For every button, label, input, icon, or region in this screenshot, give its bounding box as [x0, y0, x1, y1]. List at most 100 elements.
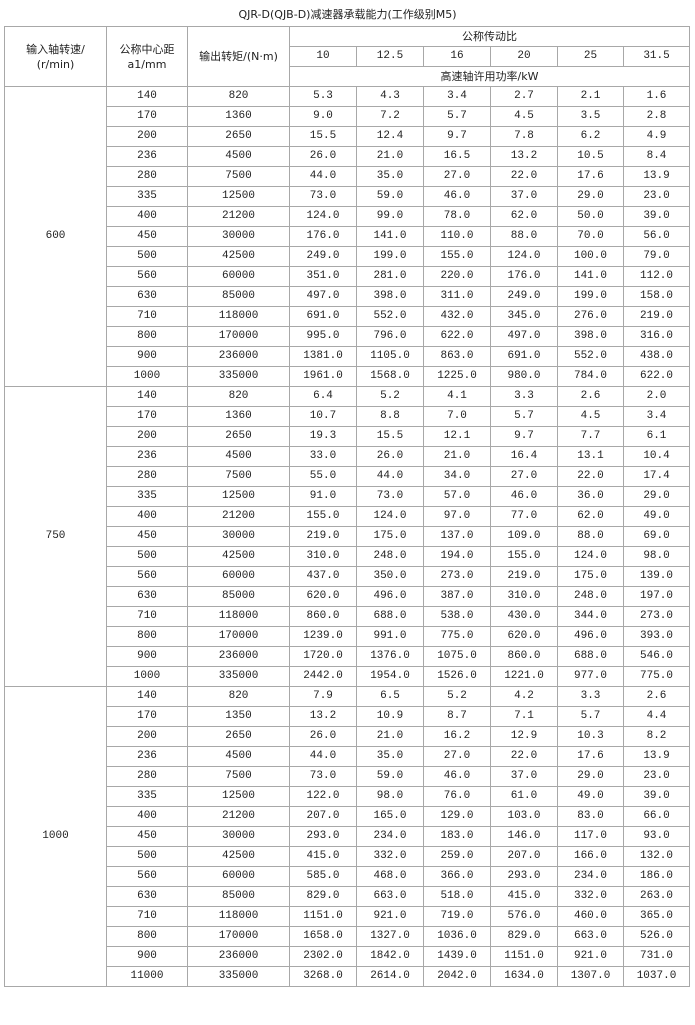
table-row: 400 21200 207.0 165.0 129.0 103.0 83.0 66.0 [5, 806, 691, 827]
power-cell: 1842.0 [356, 946, 424, 967]
power-cell: 26.0 [356, 446, 424, 467]
power-cell: 183.0 [423, 826, 491, 847]
power-cell: 784.0 [557, 366, 624, 387]
center-distance-cell: 170 [106, 706, 188, 727]
ratio-header-cell: 16 [423, 46, 491, 67]
output-torque-cell: 4500 [187, 446, 290, 467]
power-cell: 22.0 [490, 166, 558, 187]
power-cell: 197.0 [622, 586, 691, 607]
center-distance-cell: 500 [106, 846, 188, 867]
center-distance-cell: 236 [106, 446, 188, 467]
power-cell: 16.5 [423, 146, 491, 167]
power-cell: 2.6 [622, 686, 691, 707]
power-cell: 4.2 [490, 686, 558, 707]
power-cell: 1.6 [622, 86, 691, 107]
output-torque-cell: 1360 [187, 406, 290, 427]
power-cell: 796.0 [356, 326, 424, 347]
power-cell: 49.0 [557, 786, 624, 807]
table-row: 450 30000 219.0 175.0 137.0 109.0 88.0 69.0 [5, 526, 691, 547]
power-cell: 165.0 [356, 806, 424, 827]
power-cell: 166.0 [557, 846, 624, 867]
power-cell: 83.0 [557, 806, 624, 827]
power-cell: 33.0 [289, 446, 357, 467]
power-cell: 1634.0 [490, 966, 558, 987]
power-cell: 310.0 [490, 586, 558, 607]
power-cell: 175.0 [557, 566, 624, 587]
header-center-distance: 公称中心距 a1/mm [106, 26, 188, 87]
center-distance-cell: 400 [106, 206, 188, 227]
power-cell: 23.0 [622, 186, 691, 207]
output-torque-cell: 30000 [187, 826, 290, 847]
power-cell: 16.2 [423, 726, 491, 747]
center-distance-cell: 710 [106, 306, 188, 327]
output-torque-cell: 21200 [187, 206, 290, 227]
table-row: 900 236000 1720.0 1376.0 1075.0 860.0 688.0 546… [5, 646, 691, 667]
power-cell: 146.0 [490, 826, 558, 847]
output-torque-cell: 60000 [187, 266, 290, 287]
power-cell: 775.0 [622, 666, 691, 687]
table-row: 1000 335000 1961.0 1568.0 1225.0 980.0 784.0 62… [5, 366, 691, 387]
power-cell: 124.0 [490, 246, 558, 267]
power-cell: 56.0 [622, 226, 691, 247]
power-cell: 3.5 [557, 106, 624, 127]
power-cell: 37.0 [490, 186, 558, 207]
power-cell: 273.0 [622, 606, 691, 627]
power-cell: 688.0 [356, 606, 424, 627]
power-cell: 132.0 [622, 846, 691, 867]
power-cell: 5.7 [557, 706, 624, 727]
power-cell: 1075.0 [423, 646, 491, 667]
power-cell: 276.0 [557, 306, 624, 327]
power-cell: 622.0 [423, 326, 491, 347]
power-cell: 430.0 [490, 606, 558, 627]
power-cell: 691.0 [289, 306, 357, 327]
power-cell: 775.0 [423, 626, 491, 647]
power-cell: 10.9 [356, 706, 424, 727]
power-cell: 4.4 [622, 706, 691, 727]
table-row: 170 1350 13.2 10.9 8.7 7.1 5.7 4.4 [5, 706, 691, 727]
power-cell: 29.0 [622, 486, 691, 507]
power-cell: 207.0 [490, 846, 558, 867]
power-cell: 293.0 [289, 826, 357, 847]
power-cell: 15.5 [356, 426, 424, 447]
output-torque-cell: 12500 [187, 186, 290, 207]
power-cell: 27.0 [490, 466, 558, 487]
table-row: 400 21200 155.0 124.0 97.0 77.0 62.0 49.0 [5, 506, 691, 527]
power-cell: 129.0 [423, 806, 491, 827]
power-cell: 259.0 [423, 846, 491, 867]
power-cell: 12.4 [356, 126, 424, 147]
power-cell: 432.0 [423, 306, 491, 327]
input-speed-label: 输入轴转速/ [26, 42, 85, 56]
table-row: 200 2650 15.5 12.4 9.7 7.8 6.2 4.9 [5, 126, 691, 147]
power-cell: 34.0 [423, 466, 491, 487]
power-cell: 351.0 [289, 266, 357, 287]
table-row: 500 42500 310.0 248.0 194.0 155.0 124.0 98.0 [5, 546, 691, 567]
center-distance-cell: 140 [106, 686, 188, 707]
power-cell: 175.0 [356, 526, 424, 547]
input-speed-cell: 750 [4, 386, 107, 687]
output-torque-cell: 1360 [187, 106, 290, 127]
center-distance-cell: 800 [106, 926, 188, 947]
table-row: 800 170000 1239.0 991.0 775.0 620.0 496.0 393.0 [5, 626, 691, 647]
power-cell: 8.8 [356, 406, 424, 427]
power-cell: 220.0 [423, 266, 491, 287]
output-torque-cell: 820 [187, 86, 290, 107]
power-cell: 526.0 [622, 926, 691, 947]
power-cell: 88.0 [557, 526, 624, 547]
center-distance-cell: 450 [106, 226, 188, 247]
power-cell: 829.0 [289, 886, 357, 907]
power-cell: 46.0 [423, 766, 491, 787]
center-distance-cell: 11000 [106, 966, 188, 987]
power-cell: 263.0 [622, 886, 691, 907]
power-cell: 995.0 [289, 326, 357, 347]
power-cell: 35.0 [356, 166, 424, 187]
power-cell: 17.6 [557, 746, 624, 767]
power-cell: 1037.0 [622, 966, 691, 987]
output-torque-cell: 820 [187, 686, 290, 707]
power-cell: 921.0 [557, 946, 624, 967]
input-speed-cell: 1000 [4, 686, 107, 987]
table-row: 236 4500 26.0 21.0 16.5 13.2 10.5 8.4 [5, 146, 691, 167]
power-cell: 1961.0 [289, 366, 357, 387]
power-cell: 7.0 [423, 406, 491, 427]
center-distance-cell: 710 [106, 606, 188, 627]
table-row: 170 1360 9.0 7.2 5.7 4.5 3.5 2.8 [5, 106, 691, 127]
